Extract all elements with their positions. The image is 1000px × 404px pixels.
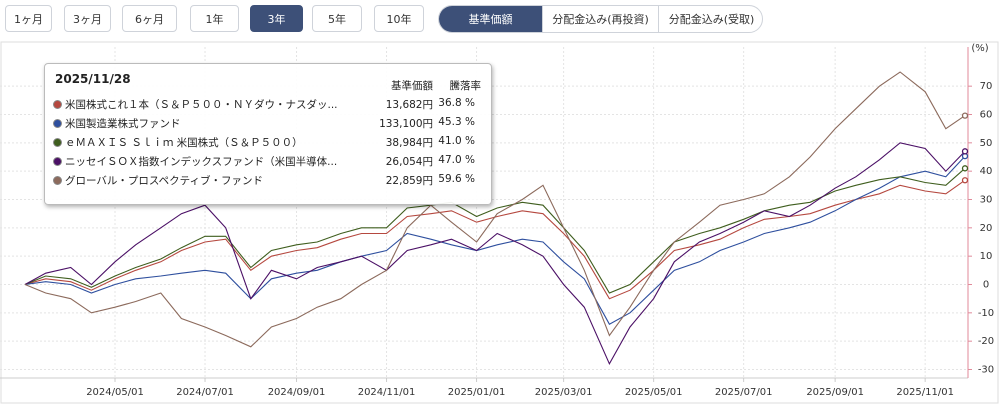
range-button[interactable]: 3ヶ月: [64, 5, 111, 32]
legend-entry: ｅＭＡＸＩＳ Ｓｌｉｍ 米国株式（Ｓ＆Ｐ５００）: [65, 137, 303, 149]
tooltip-price: 38,984円: [385, 137, 433, 149]
tooltip-row: 米国製造業株式ファンド 133,100円 45.3 %: [53, 116, 483, 132]
y-tick-label: 70: [980, 81, 993, 92]
legend-swatch: [53, 157, 62, 166]
series-line: [24, 167, 966, 294]
end-marker: [961, 177, 969, 184]
tooltip-change: 41.0 %: [438, 135, 475, 147]
x-tick-label: 2024/09/01: [268, 387, 326, 398]
y-tick-label: 0: [983, 280, 989, 291]
tooltip-row: ニッセイＳＯＸ指数インデックスファンド（米国半導体... 26,054円 47.0 …: [53, 154, 483, 170]
mode-tabs: 基準価額 分配金込み(再投資) 分配金込み(受取): [438, 5, 763, 33]
range-button[interactable]: 1年: [190, 5, 239, 32]
y-tick-label: -30: [978, 365, 994, 376]
series-line: [24, 142, 966, 366]
end-marker: [961, 148, 969, 155]
range-button[interactable]: 3年: [250, 5, 303, 32]
y-tick-label: 30: [980, 195, 993, 206]
legend-entry: 米国製造業株式ファンド: [65, 118, 181, 130]
range-button[interactable]: 5年: [312, 5, 362, 32]
y-tick-label: -10: [978, 308, 994, 319]
tooltip-price: 26,054円: [385, 156, 433, 168]
series-line: [24, 71, 966, 348]
tooltip-change: 47.0 %: [438, 154, 475, 166]
legend-swatch: [53, 119, 62, 128]
x-tick-label: 2025/07/01: [715, 387, 773, 398]
x-tick-label: 2025/01/01: [448, 387, 506, 398]
legend-swatch: [53, 138, 62, 147]
x-tick-label: 2025/05/01: [625, 387, 683, 398]
mode-tab[interactable]: 分配金込み(受取): [658, 6, 762, 32]
series-line: [24, 155, 966, 325]
x-tick-label: 2024/07/01: [176, 387, 234, 398]
end-marker: [961, 112, 969, 119]
tooltip-date: 2025/11/28: [55, 72, 131, 86]
chart-frame: [0, 41, 999, 404]
tooltip: 2025/11/28 基準価額 騰落率 米国株式これ１本（Ｓ＆Ｐ５００・ＮＹダウ…: [44, 63, 492, 205]
x-tick-label: 2024/05/01: [86, 387, 144, 398]
tooltip-row: グローバル・プロスペクティブ・ファンド 22,859円 59.6 %: [53, 173, 483, 189]
x-tick-label: 2025/03/01: [535, 387, 593, 398]
tooltip-header: 基準価額: [391, 80, 433, 92]
y-unit: (%): [971, 43, 988, 54]
tooltip-price: 133,100円: [379, 118, 433, 130]
tooltip-row: ｅＭＡＸＩＳ Ｓｌｉｍ 米国株式（Ｓ＆Ｐ５００） 38,984円 41.0 %: [53, 135, 483, 151]
x-tick-label: 2025/09/01: [806, 387, 864, 398]
range-button[interactable]: 10年: [374, 5, 424, 32]
tooltip-price: 13,682円: [385, 99, 433, 111]
legend-swatch: [53, 100, 62, 109]
x-tick-label: 2025/11/01: [896, 387, 954, 398]
tooltip-price: 22,859円: [385, 175, 433, 187]
tooltip-change: 59.6 %: [438, 173, 475, 185]
mode-tab[interactable]: 基準価額: [439, 6, 542, 32]
legend-entry: 米国株式これ１本（Ｓ＆Ｐ５００・ＮＹダウ・ナスダッ...: [65, 99, 338, 111]
range-button[interactable]: 1ヶ月: [5, 5, 52, 32]
y-tick-label: 60: [980, 110, 993, 121]
tooltip-change: 45.3 %: [438, 116, 475, 128]
y-tick-label: 40: [980, 166, 993, 177]
legend-entry: ニッセイＳＯＸ指数インデックスファンド（米国半導体...: [65, 156, 338, 168]
end-marker: [961, 165, 969, 172]
x-tick-label: 2024/11/01: [358, 387, 416, 398]
range-button[interactable]: 6ヶ月: [122, 5, 177, 32]
y-tick-label: 10: [980, 251, 993, 262]
series-line: [24, 179, 966, 300]
y-tick-label: 20: [980, 223, 993, 234]
legend-entry: グローバル・プロスペクティブ・ファンド: [65, 175, 264, 187]
legend-swatch: [53, 176, 62, 185]
tooltip-header: 騰落率: [449, 80, 482, 92]
tooltip-row: 米国株式これ１本（Ｓ＆Ｐ５００・ＮＹダウ・ナスダッ... 13,682円 36.8 …: [53, 97, 483, 113]
y-tick-label: -20: [978, 336, 994, 347]
mode-tab[interactable]: 分配金込み(再投資): [542, 6, 658, 32]
tooltip-change: 36.8 %: [438, 97, 475, 109]
y-tick-label: 50: [980, 138, 993, 149]
